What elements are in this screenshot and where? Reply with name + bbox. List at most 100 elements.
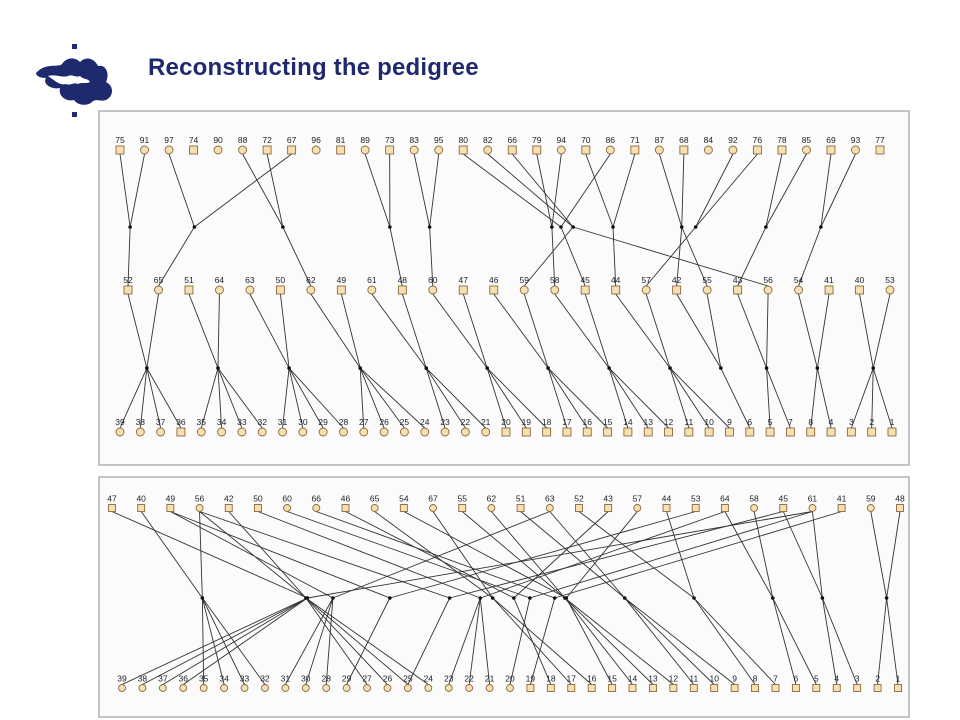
child-edge <box>560 226 586 287</box>
female-node-circle <box>550 285 560 295</box>
person-node: 47 <box>459 275 468 295</box>
male-node-square <box>894 684 902 692</box>
male-node-square <box>733 285 743 295</box>
person-node: 41 <box>837 494 847 512</box>
child-edge <box>359 367 426 429</box>
family-junction <box>571 225 575 229</box>
child-edge <box>201 597 245 685</box>
family-junction <box>200 596 205 600</box>
parent-edge <box>199 511 307 599</box>
person-node: 67 <box>287 135 297 155</box>
male-node-square <box>887 427 897 437</box>
person-node: 28 <box>339 417 349 437</box>
parent-edge <box>872 293 891 369</box>
person-node: 81 <box>336 135 346 155</box>
child-edge <box>158 226 195 287</box>
family-junction <box>563 596 567 600</box>
node-label: 30 <box>298 417 308 427</box>
child-edge <box>200 367 219 429</box>
person-node: 56 <box>763 275 773 295</box>
family-junction <box>546 366 550 370</box>
pedigree-panel-reconstructed: 47 40 49 56 42 50 60 66 46 65 54 67 55 62 51 63 52 43 57 44… <box>98 476 910 718</box>
node-label: 17 <box>567 674 577 684</box>
person-node: 23 <box>444 674 454 692</box>
node-label: 28 <box>339 417 349 427</box>
child-edge <box>486 367 527 429</box>
person-node: 58 <box>550 275 560 295</box>
parent-edge <box>695 153 758 228</box>
parent-edge <box>584 293 610 369</box>
node-label: 25 <box>403 674 413 684</box>
female-node-circle <box>866 504 875 512</box>
female-node-circle <box>301 684 310 692</box>
male-node-square <box>669 684 678 692</box>
person-node: 14 <box>623 417 633 437</box>
male-node-square <box>779 504 788 512</box>
parent-edge <box>432 293 488 369</box>
child-edge <box>624 597 695 685</box>
male-node-square <box>526 684 535 692</box>
node-label: 50 <box>253 494 263 504</box>
female-node-circle <box>360 145 370 155</box>
person-node: 34 <box>217 417 227 437</box>
node-label: 40 <box>136 494 146 504</box>
person-node: 39 <box>117 674 127 692</box>
male-node-square <box>224 504 233 512</box>
family-junction <box>216 366 220 370</box>
person-node: 14 <box>628 674 638 692</box>
female-node-circle <box>363 684 372 692</box>
family-junction <box>192 225 197 229</box>
node-label: 64 <box>215 275 225 285</box>
node-label: 40 <box>855 275 865 285</box>
person-node: 46 <box>341 494 350 512</box>
parent-edge <box>371 293 427 369</box>
female-node-circle <box>556 145 566 155</box>
node-label: 22 <box>461 417 471 427</box>
child-edge <box>645 226 697 287</box>
node-label: 15 <box>603 417 613 427</box>
female-node-circle <box>278 427 287 437</box>
person-node: 65 <box>154 275 163 295</box>
node-label: 29 <box>318 417 328 427</box>
node-label: 27 <box>362 674 372 684</box>
parent-edge <box>578 511 695 599</box>
node-label: 32 <box>260 674 270 684</box>
node-label: 29 <box>342 674 352 684</box>
node-label: 88 <box>238 135 248 145</box>
male-node-square <box>581 145 591 155</box>
female-node-circle <box>306 285 316 295</box>
person-node: 28 <box>321 674 331 692</box>
female-node-circle <box>238 145 248 155</box>
logo-dot <box>72 112 77 117</box>
child-edge <box>359 367 405 429</box>
female-node-circle <box>851 145 860 155</box>
person-node: 32 <box>260 674 270 692</box>
node-label: 5 <box>768 417 773 427</box>
child-edge <box>119 367 148 429</box>
person-node: 62 <box>487 494 496 512</box>
parent-edge <box>249 293 290 369</box>
male-node-square <box>855 285 864 295</box>
node-label: 25 <box>400 417 410 427</box>
person-node: 65 <box>370 494 380 512</box>
child-edge <box>565 597 613 685</box>
female-node-circle <box>257 427 267 437</box>
node-label: 43 <box>603 494 613 504</box>
child-edge <box>284 597 334 685</box>
male-node-square <box>684 427 694 437</box>
node-label: 35 <box>199 674 209 684</box>
family-junction <box>388 596 392 600</box>
node-label: 1 <box>896 674 901 684</box>
female-node-circle <box>318 427 328 437</box>
female-node-circle <box>342 684 351 692</box>
node-label: 23 <box>444 674 454 684</box>
family-junction <box>528 596 532 600</box>
person-node: 64 <box>215 275 225 295</box>
node-label: 49 <box>337 275 347 285</box>
child-edge <box>877 597 888 685</box>
node-label: 47 <box>107 494 117 504</box>
node-label: 27 <box>359 417 369 427</box>
parent-edge <box>645 293 671 369</box>
male-node-square <box>516 504 525 512</box>
person-node: 12 <box>669 674 678 692</box>
